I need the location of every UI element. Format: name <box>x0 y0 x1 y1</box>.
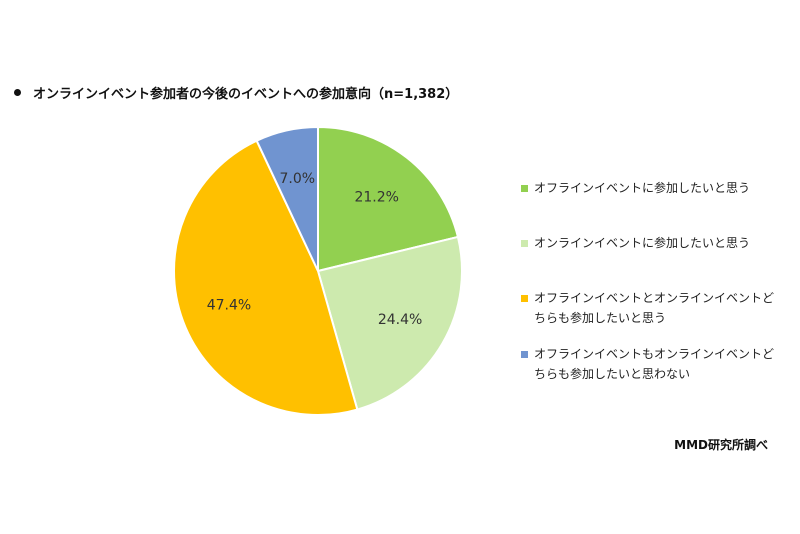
legend-label: オンラインイベントに参加したいと思う <box>534 236 751 250</box>
slice-label-4: 7.0% <box>279 171 315 187</box>
legend-item-1: オフラインイベントに参加したいと思う <box>521 178 774 198</box>
chart-title: オンラインイベント参加者の今後のイベントへの参加意向（n=1,382） <box>33 86 459 102</box>
slice-label-2: 24.4% <box>378 312 422 328</box>
legend-label: オフラインイベントに参加したいと思う <box>534 181 751 195</box>
legend-label: オフラインイベントもオンラインイベントど ちらも参加したいと思わない <box>534 347 775 381</box>
pie-slice-4 <box>255 125 319 272</box>
slice-label-3: 47.4% <box>207 297 251 313</box>
legend-swatch <box>521 351 528 358</box>
legend-swatch <box>521 240 528 247</box>
legend-item-2: オンラインイベントに参加したいと思う <box>521 233 774 253</box>
pie-slice-3 <box>173 139 359 416</box>
legend-item-4: オフラインイベントもオンラインイベントど ちらも参加したいと思わない <box>521 344 774 384</box>
legend-label: オフラインイベントとオンラインイベントど ちらも参加したいと思う <box>534 291 775 325</box>
pie-slice-2 <box>316 235 463 411</box>
legend-swatch <box>521 295 528 302</box>
bullet-icon <box>14 88 21 96</box>
slice-label-1: 21.2% <box>354 189 398 205</box>
legend-item-3: オフラインイベントとオンラインイベントど ちらも参加したいと思う <box>521 288 774 328</box>
legend-swatch <box>521 185 528 192</box>
chart-title-row: オンラインイベント参加者の今後のイベントへの参加意向（n=1,382） <box>14 82 458 102</box>
pie-slice-1 <box>317 125 460 273</box>
source-note: MMD研究所調べ <box>674 438 768 452</box>
